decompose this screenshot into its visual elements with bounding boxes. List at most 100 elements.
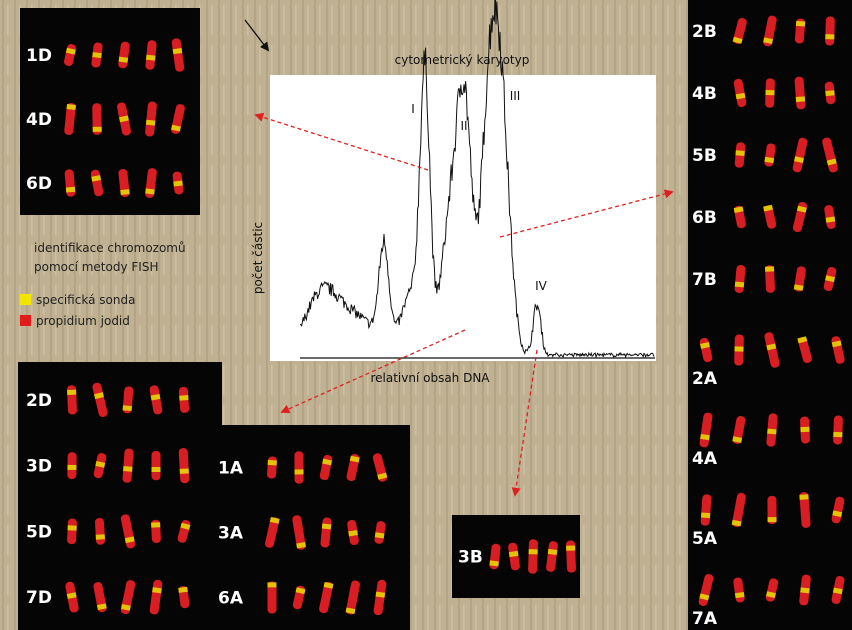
probe-signal (795, 96, 806, 102)
probe-signal (267, 459, 277, 466)
probe-signal (731, 519, 742, 527)
probe-signal (119, 115, 129, 123)
probe-signal (700, 433, 710, 441)
legend: identifikace chromozomů pomocí metody FI… (20, 241, 186, 328)
chromatid (566, 540, 576, 573)
chromatid (373, 579, 387, 616)
chromosome (732, 416, 746, 444)
chromosome (92, 382, 108, 417)
probe-signal (832, 587, 843, 595)
chromosome (145, 40, 157, 70)
chromosome (732, 17, 747, 45)
chromosome (93, 582, 107, 613)
chromosome-label: 2B (692, 22, 717, 42)
chromatid (178, 448, 190, 484)
probe-signal (699, 593, 710, 601)
chromosome (546, 541, 558, 572)
chromosome-label: 4A (692, 449, 718, 469)
chromatid (267, 581, 277, 614)
chromosome-label: 5B (692, 146, 717, 166)
chromosome (294, 451, 304, 484)
probe-signal (145, 119, 156, 126)
chromosome (177, 519, 191, 543)
chromosome (799, 492, 811, 528)
probe-signal (826, 158, 837, 166)
probe-signal (528, 549, 538, 555)
probe-signal (735, 92, 746, 100)
chromatid (732, 492, 746, 528)
arrow (280, 329, 466, 414)
probe-signal (151, 467, 161, 473)
probe-signal (766, 343, 777, 351)
chromosome (65, 581, 79, 613)
chromosome (825, 16, 835, 46)
probe-signal (152, 587, 162, 594)
probe-signal (178, 586, 188, 593)
chromosome (373, 579, 387, 616)
chromosome (800, 416, 810, 444)
chromosome (792, 201, 808, 233)
chromatid (799, 492, 811, 528)
chromosome-label: 6D (26, 174, 52, 194)
chromosome (319, 581, 334, 614)
chromosome (264, 516, 280, 548)
chromosome-label: 5A (692, 529, 718, 549)
chromosome (67, 518, 77, 545)
legend-swatch (20, 315, 31, 326)
probe-signal (375, 591, 386, 598)
chromatid (92, 382, 108, 417)
probe-signal (794, 156, 804, 164)
probe-signal (796, 205, 807, 213)
chromosome (145, 101, 157, 137)
probe-signal (800, 426, 810, 433)
chromatid (733, 78, 747, 108)
chromosome (178, 586, 190, 609)
probe-signal (832, 510, 843, 518)
chromosome (292, 585, 306, 610)
probe-signal (825, 90, 835, 97)
chromosome (64, 169, 76, 197)
probe-signal (179, 395, 189, 401)
chromatid (145, 101, 157, 137)
chromosome (763, 204, 777, 229)
chromatid (508, 542, 520, 571)
probe-signal (763, 204, 773, 212)
chromosome (94, 518, 106, 545)
chromosome (151, 451, 161, 481)
peak-label: III (510, 89, 521, 103)
probe-signal (92, 52, 102, 59)
probe-signal (825, 34, 835, 40)
probe-signal (172, 48, 183, 55)
probe-signal (91, 175, 102, 182)
chromosome-label: 7A (692, 609, 718, 629)
probe-signal (118, 56, 129, 63)
chromosome (67, 385, 77, 415)
probe-signal (795, 20, 806, 27)
probe-signal (94, 392, 104, 400)
chromosome-label: 3A (218, 524, 244, 544)
chromosome (92, 103, 102, 135)
chromatid (825, 16, 835, 46)
probe-signal (180, 522, 191, 530)
probe-signal (120, 189, 130, 196)
chromosome (120, 580, 136, 615)
karyotype-panel (20, 8, 200, 215)
chromatid (149, 385, 163, 415)
chromosome (63, 44, 77, 66)
histogram-curve (299, 0, 655, 359)
probe-signal (349, 455, 360, 463)
probe-signal (833, 431, 843, 438)
chromosome (698, 574, 714, 606)
chromatid (319, 581, 333, 614)
chromosome-label: 3B (458, 548, 483, 568)
probe-signal (765, 90, 775, 96)
panels: 1D 4D 6D 2D 3D 5D 7D 1A 3A 6A 3B 2B 4B 5B 6B 7B 2A 4A 5A 7A (18, 0, 852, 630)
chromatid (171, 38, 185, 72)
chromosome (793, 266, 806, 292)
chromosome (489, 543, 501, 570)
chromosome (733, 78, 747, 108)
chromosome (733, 205, 746, 229)
chromatid (833, 415, 843, 445)
chromosome-label: 2D (26, 391, 52, 411)
probe-signal (348, 530, 358, 537)
